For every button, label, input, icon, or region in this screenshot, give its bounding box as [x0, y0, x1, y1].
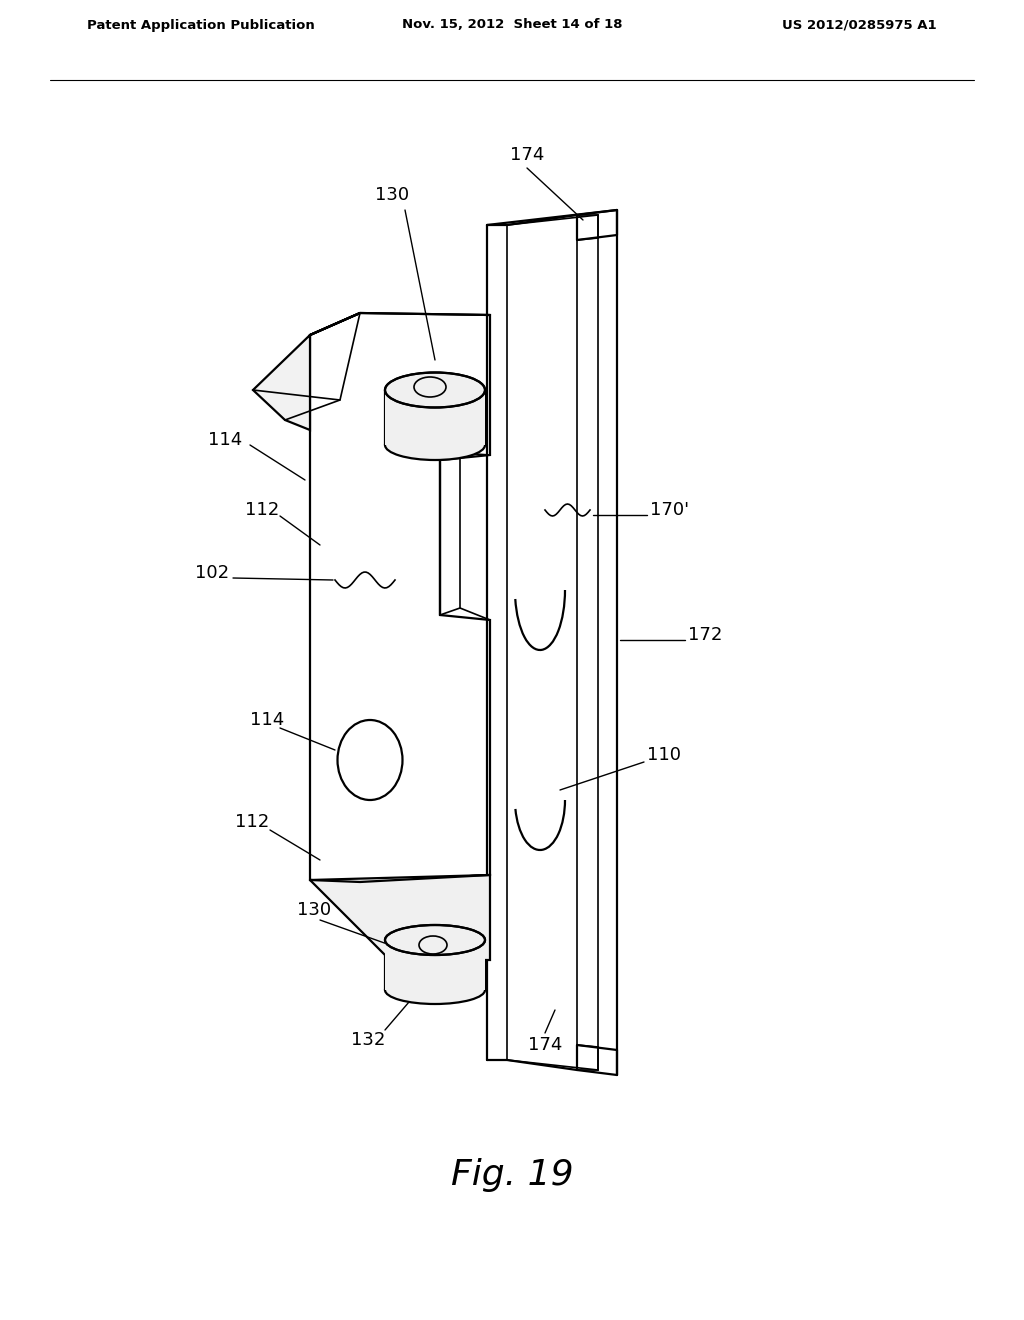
Text: 114: 114 [250, 711, 285, 729]
Polygon shape [310, 875, 490, 960]
Text: 172: 172 [688, 626, 722, 644]
Ellipse shape [385, 372, 485, 408]
Polygon shape [253, 313, 360, 430]
Text: 174: 174 [527, 1036, 562, 1053]
Text: 114: 114 [208, 432, 243, 449]
Text: US 2012/0285975 A1: US 2012/0285975 A1 [782, 18, 937, 32]
Text: Patent Application Publication: Patent Application Publication [87, 18, 314, 32]
Text: Fig. 19: Fig. 19 [451, 1158, 573, 1192]
Text: 170': 170' [650, 502, 689, 519]
Text: 130: 130 [297, 902, 331, 919]
Text: 112: 112 [234, 813, 269, 832]
Text: 102: 102 [195, 564, 229, 582]
Ellipse shape [385, 925, 485, 954]
Ellipse shape [385, 975, 485, 1005]
Bar [385, 389, 485, 445]
Ellipse shape [385, 430, 485, 459]
Text: 110: 110 [647, 746, 681, 764]
Text: 130: 130 [375, 186, 409, 205]
Text: 132: 132 [351, 1031, 385, 1049]
Text: 112: 112 [245, 502, 280, 519]
Text: 174: 174 [510, 147, 544, 164]
Bar [385, 940, 485, 990]
Text: Nov. 15, 2012  Sheet 14 of 18: Nov. 15, 2012 Sheet 14 of 18 [401, 18, 623, 32]
